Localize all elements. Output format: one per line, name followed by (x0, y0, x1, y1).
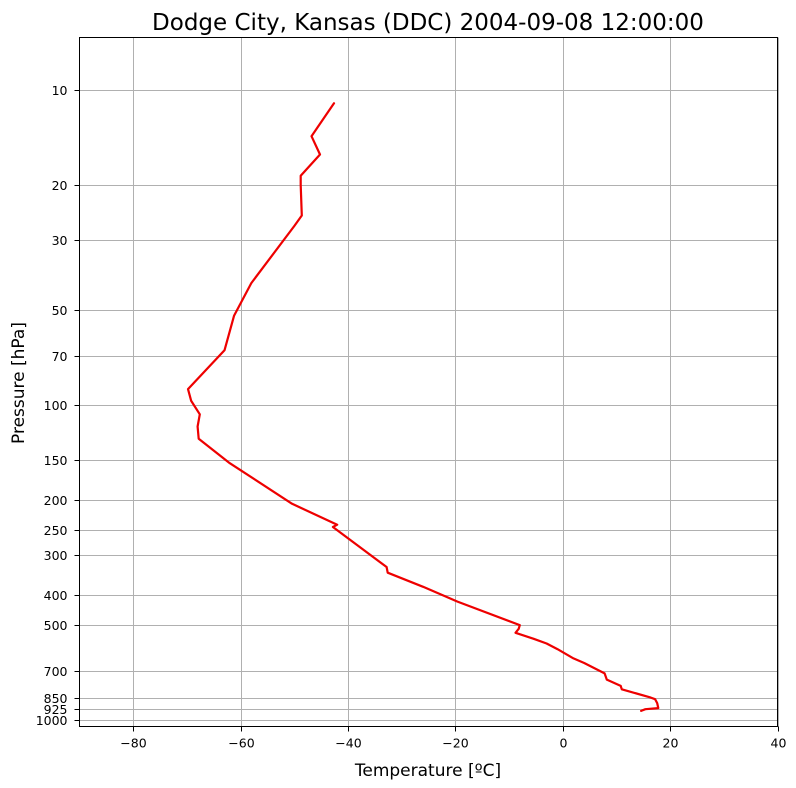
y-tick-label: 1000 (36, 713, 68, 728)
x-tick-label: −40 (335, 736, 361, 751)
y-tick-label: 850 (44, 691, 68, 706)
y-tick-label: 700 (44, 664, 68, 679)
x-tick-label: −20 (442, 736, 468, 751)
x-tick-label: −60 (228, 736, 254, 751)
y-tick-label: 500 (44, 618, 68, 633)
y-tick-label: 100 (44, 398, 68, 413)
y-tick-label: 150 (44, 453, 68, 468)
y-tick-label: 300 (44, 548, 68, 563)
y-tick-label: 200 (44, 493, 68, 508)
y-axis-label: Pressure [hPa] (9, 322, 29, 444)
y-tick-label: 20 (52, 178, 68, 193)
y-tick-label: 925 (44, 702, 68, 717)
x-tick-label: 20 (663, 736, 679, 751)
y-tick-label: 70 (52, 349, 68, 364)
y-tick-label: 30 (52, 233, 68, 248)
x-tick-label: −80 (120, 736, 146, 751)
series-layer (186, 102, 660, 712)
chart-title: Dodge City, Kansas (DDC) 2004-09-08 12:0… (152, 10, 704, 36)
ticks: −80 −60 −40 −20 0 20 40 10 20 30 50 70 100 150 200 250 3… (36, 83, 787, 751)
grid (79, 37, 779, 727)
x-tick-label: 40 (771, 736, 787, 751)
x-axis-label: Temperature [ºC] (354, 761, 501, 781)
y-tick-label: 50 (52, 303, 68, 318)
y-tick-label: 250 (44, 523, 68, 538)
y-tick-label: 10 (52, 83, 68, 98)
temperature-series-line (186, 102, 660, 712)
x-tick-label: 0 (560, 736, 568, 751)
plot-frame (79, 37, 778, 727)
y-tick-label: 400 (44, 588, 68, 603)
